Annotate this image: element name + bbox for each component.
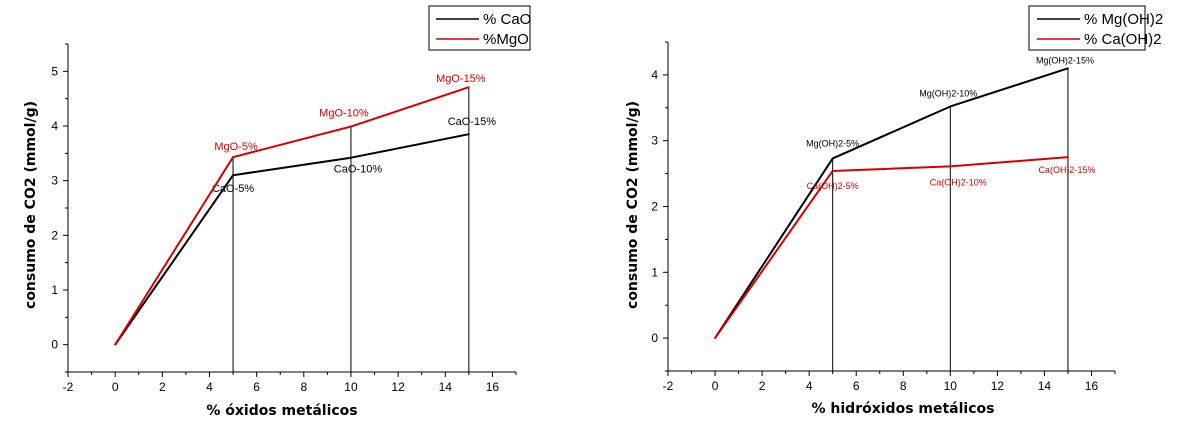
x-tick-label: 10 — [344, 380, 358, 394]
x-tick-label: -2 — [63, 380, 74, 394]
series-line-2 — [714, 156, 1069, 339]
x-tick-label: 0 — [712, 379, 719, 393]
data-label: Mg(OH)2-5% — [806, 138, 859, 148]
data-point — [467, 133, 470, 136]
data-point — [232, 156, 234, 159]
x-axis-title: % óxidos metálicos — [206, 403, 357, 419]
x-tick-label: 2 — [759, 379, 766, 393]
data-label: Ca(OH)2-10% — [930, 177, 987, 187]
data-point — [1067, 156, 1069, 159]
data-label: Ca(OH)2-15% — [1038, 165, 1095, 175]
x-tick-label: 4 — [806, 379, 813, 393]
y-tick-label: 2 — [51, 228, 58, 242]
data-point — [949, 165, 952, 168]
x-tick-label: 6 — [853, 379, 860, 393]
y-tick-label: 3 — [651, 134, 658, 148]
y-tick-label: 3 — [51, 174, 58, 188]
y-axis-title: consumo de CO2 (mmol/g) — [625, 101, 641, 309]
x-tick-label: 6 — [253, 380, 260, 394]
x-tick-label: 16 — [486, 380, 500, 394]
y-tick-label: 1 — [51, 283, 58, 297]
data-label: MgO-10% — [319, 108, 369, 120]
legend-label: % Mg(OH)2 — [1084, 11, 1163, 28]
x-tick-label: 12 — [991, 379, 1005, 393]
data-point — [714, 337, 716, 339]
series-line-1 — [714, 67, 1069, 339]
y-tick-label: 4 — [651, 68, 658, 82]
y-tick-label: 0 — [651, 331, 658, 345]
data-point — [831, 157, 834, 160]
y-tick-label: 1 — [651, 265, 658, 279]
x-tick-label: 14 — [1038, 379, 1052, 393]
data-label: MgO-5% — [214, 141, 258, 153]
data-point — [1067, 67, 1069, 70]
series-line-2 — [114, 86, 470, 346]
legend-label: % CaO — [483, 11, 531, 28]
x-axis-title: % hidróxidos metálicos — [812, 401, 995, 417]
legend-label: %MgO — [483, 31, 529, 48]
x-tick-label: 14 — [439, 380, 453, 394]
legend-box — [1028, 5, 1146, 51]
y-tick-label: 0 — [51, 338, 58, 352]
data-label: CaO-10% — [334, 164, 383, 176]
data-point — [114, 343, 117, 346]
data-label: CaO-5% — [212, 183, 254, 195]
y-tick-label: 2 — [651, 200, 658, 214]
y-tick-label: 5 — [51, 64, 58, 78]
x-tick-label: -2 — [663, 379, 674, 393]
x-tick-label: 4 — [206, 380, 213, 394]
data-point — [467, 86, 470, 89]
data-label: CaO-15% — [448, 116, 497, 128]
x-tick-label: 8 — [300, 380, 307, 394]
data-point — [350, 125, 352, 128]
data-label: Ca(OH)2-5% — [807, 181, 859, 191]
data-point — [949, 105, 952, 108]
x-tick-label: 2 — [159, 380, 166, 394]
y-axis-title: consumo de CO2 (mmol/g) — [23, 101, 39, 309]
data-label: MgO-15% — [436, 73, 486, 85]
legend-label: % Ca(OH)2 — [1084, 31, 1162, 48]
legend-box — [428, 5, 531, 51]
data-point — [232, 174, 234, 177]
x-tick-label: 16 — [1085, 379, 1099, 393]
data-label: Mg(OH)2-15% — [1036, 55, 1094, 65]
data-point — [350, 156, 352, 159]
series-line-1 — [114, 133, 470, 346]
x-tick-label: 10 — [944, 379, 958, 393]
y-tick-label: 4 — [51, 119, 58, 133]
x-tick-label: 8 — [900, 379, 907, 393]
data-label: Mg(OH)2-10% — [919, 88, 977, 98]
x-tick-label: 12 — [391, 380, 405, 394]
x-tick-label: 0 — [112, 380, 119, 394]
data-point — [831, 170, 834, 172]
